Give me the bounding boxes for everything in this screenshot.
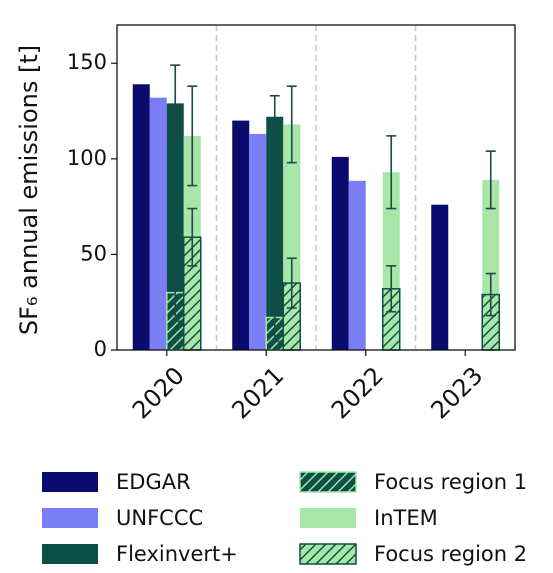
bar [132,84,150,350]
legend-label: InTEM [374,506,438,530]
bar [266,116,284,350]
x-tick-label: 2020 [127,361,190,424]
x-tick-label: 2023 [425,361,488,424]
error-bar [286,257,297,309]
legend-label: Focus region 2 [374,542,527,566]
y-tick-label: 50 [80,241,107,265]
plot-frame [116,24,516,351]
y-tick-label: 0 [94,337,107,361]
error-bar [386,265,397,313]
error-bar [170,263,181,323]
bar [331,156,349,350]
legend-label: UNFCCC [116,506,203,530]
y-axis-label: SF₆ annual emissions [t] [15,45,43,335]
bar [166,103,184,350]
legend-label: Focus region 1 [374,470,527,494]
bar [431,204,449,350]
y-tick-label: 150 [67,50,107,74]
legend-swatch [42,544,98,564]
legend-swatch [42,508,98,528]
legend-swatch [299,471,357,493]
error-bar [187,207,198,267]
error-bar [187,85,198,187]
legend-swatch [300,508,356,528]
error-bar [269,292,280,343]
error-bar [485,272,496,317]
x-tick-label: 2021 [226,361,289,424]
x-tick-label: 2022 [326,361,389,424]
error-bar [386,135,397,210]
bar [149,97,167,350]
error-bar [269,94,280,139]
bar [348,180,366,350]
bar [249,133,267,350]
y-tick-label: 100 [67,146,107,170]
legend-swatch [42,472,98,492]
bar [232,120,250,351]
error-bar [170,64,181,143]
legend-label: Flexinvert+ [116,542,238,566]
legend-label: EDGAR [116,470,191,494]
error-bar [286,85,297,164]
error-bar [485,150,496,210]
legend-swatch [299,543,357,565]
